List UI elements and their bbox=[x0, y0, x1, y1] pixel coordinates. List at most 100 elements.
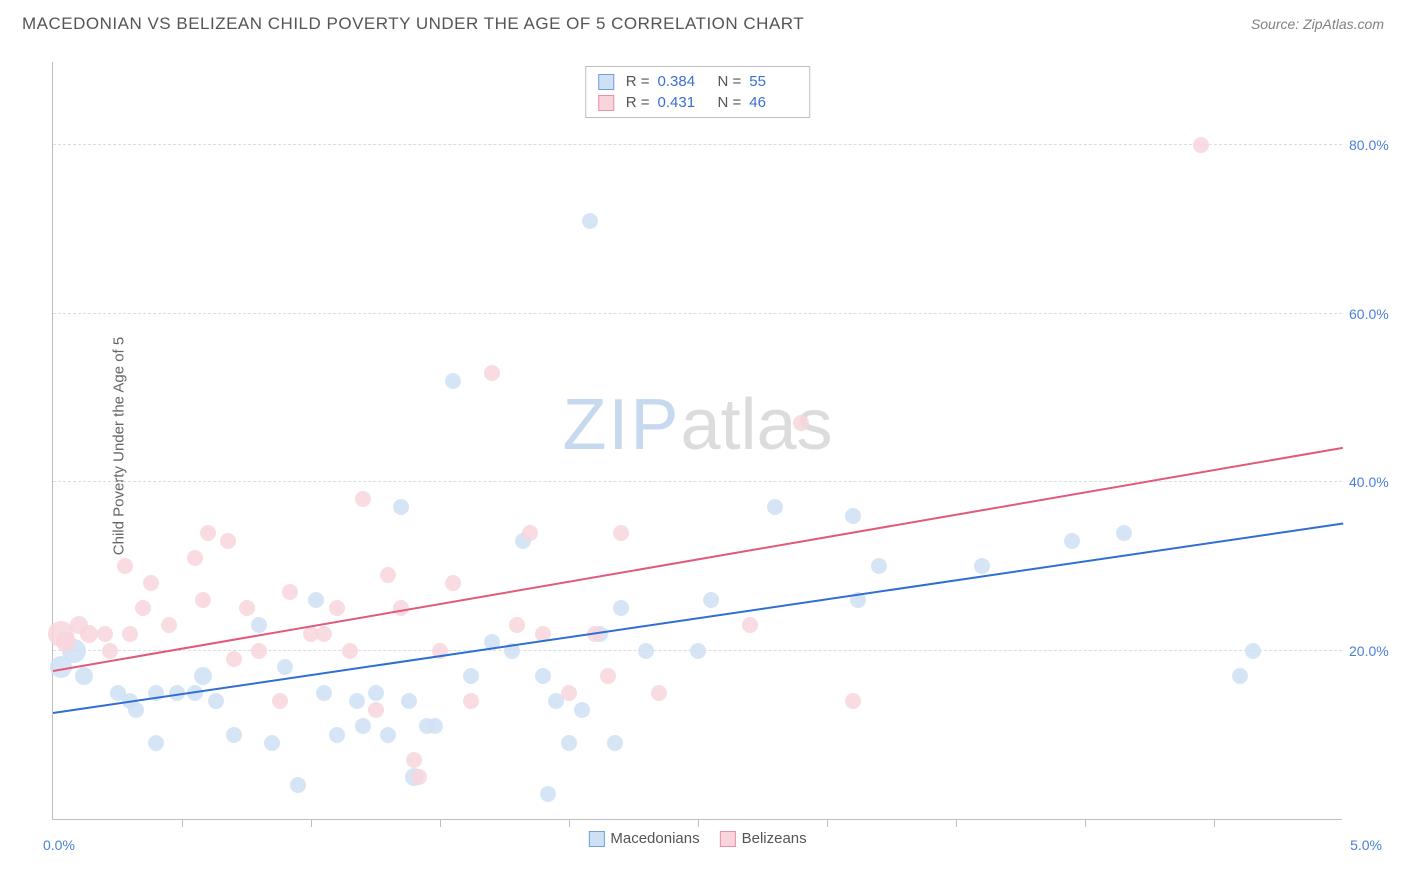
y-tick-label: 80.0% bbox=[1349, 137, 1404, 153]
scatter-point bbox=[380, 567, 396, 583]
scatter-point bbox=[522, 525, 538, 541]
scatter-point bbox=[148, 735, 164, 751]
legend-swatch-a bbox=[588, 831, 604, 847]
scatter-point bbox=[308, 592, 324, 608]
scatter-point bbox=[122, 626, 138, 642]
source-prefix: Source: bbox=[1251, 16, 1303, 32]
source-link[interactable]: ZipAtlas.com bbox=[1303, 16, 1384, 32]
scatter-point bbox=[1116, 525, 1132, 541]
scatter-point bbox=[445, 575, 461, 591]
scatter-point bbox=[97, 626, 113, 642]
x-tick bbox=[827, 819, 828, 827]
legend-label-a: Macedonians bbox=[610, 830, 699, 847]
scatter-point bbox=[75, 667, 93, 685]
correlation-legend: R = 0.384 N = 55 R = 0.431 N = 46 bbox=[585, 66, 811, 118]
scatter-point bbox=[411, 769, 427, 785]
legend-label-b: Belizeans bbox=[742, 830, 807, 847]
x-tick bbox=[311, 819, 312, 827]
scatter-point bbox=[445, 373, 461, 389]
scatter-point bbox=[871, 558, 887, 574]
watermark-atlas: atlas bbox=[680, 385, 832, 465]
n-value-b: 46 bbox=[749, 94, 797, 111]
scatter-point bbox=[342, 643, 358, 659]
x-tick bbox=[1085, 819, 1086, 827]
watermark-zip: ZIP bbox=[562, 385, 680, 465]
scatter-point bbox=[613, 525, 629, 541]
scatter-point bbox=[329, 600, 345, 616]
scatter-point bbox=[463, 668, 479, 684]
scatter-point bbox=[355, 491, 371, 507]
scatter-point bbox=[427, 718, 443, 734]
scatter-point bbox=[143, 575, 159, 591]
trend-line bbox=[53, 522, 1343, 713]
scatter-point bbox=[368, 685, 384, 701]
scatter-point bbox=[208, 693, 224, 709]
scatter-point bbox=[690, 643, 706, 659]
scatter-point bbox=[535, 668, 551, 684]
n-label: N = bbox=[714, 73, 742, 90]
r-label: R = bbox=[622, 73, 650, 90]
scatter-point bbox=[56, 632, 76, 652]
scatter-point bbox=[251, 617, 267, 633]
scatter-point bbox=[1193, 137, 1209, 153]
scatter-point bbox=[272, 693, 288, 709]
r-value-b: 0.431 bbox=[658, 94, 706, 111]
scatter-point bbox=[607, 735, 623, 751]
scatter-point bbox=[974, 558, 990, 574]
scatter-point bbox=[380, 727, 396, 743]
series-legend: Macedonians Belizeans bbox=[588, 830, 806, 847]
scatter-point bbox=[401, 693, 417, 709]
scatter-point bbox=[767, 499, 783, 515]
scatter-point bbox=[574, 702, 590, 718]
legend-item-b: Belizeans bbox=[720, 830, 807, 847]
scatter-point bbox=[80, 625, 98, 643]
r-value-a: 0.384 bbox=[658, 73, 706, 90]
scatter-point bbox=[117, 558, 133, 574]
y-tick-label: 40.0% bbox=[1349, 474, 1404, 490]
scatter-point bbox=[845, 693, 861, 709]
x-tick bbox=[1214, 819, 1215, 827]
scatter-point bbox=[509, 617, 525, 633]
scatter-point bbox=[220, 533, 236, 549]
scatter-point bbox=[463, 693, 479, 709]
scatter-point bbox=[406, 752, 422, 768]
chart-title: MACEDONIAN VS BELIZEAN CHILD POVERTY UND… bbox=[22, 14, 804, 34]
source-attribution: Source: ZipAtlas.com bbox=[1251, 16, 1384, 32]
scatter-point bbox=[613, 600, 629, 616]
scatter-point bbox=[540, 786, 556, 802]
scatter-point bbox=[194, 667, 212, 685]
gridline-horizontal bbox=[53, 144, 1342, 145]
x-tick bbox=[569, 819, 570, 827]
scatter-point bbox=[349, 693, 365, 709]
scatter-point bbox=[561, 685, 577, 701]
correlation-row-b: R = 0.431 N = 46 bbox=[598, 92, 798, 113]
x-tick bbox=[440, 819, 441, 827]
scatter-point bbox=[1232, 668, 1248, 684]
scatter-point bbox=[484, 365, 500, 381]
scatter-point bbox=[226, 727, 242, 743]
watermark: ZIPatlas bbox=[562, 384, 832, 466]
y-tick-label: 60.0% bbox=[1349, 306, 1404, 322]
x-tick bbox=[698, 819, 699, 827]
x-tick bbox=[956, 819, 957, 827]
series-swatch-a bbox=[598, 74, 614, 90]
scatter-point bbox=[600, 668, 616, 684]
r-label: R = bbox=[622, 94, 650, 111]
scatter-point bbox=[1064, 533, 1080, 549]
scatter-point bbox=[703, 592, 719, 608]
scatter-point bbox=[316, 685, 332, 701]
n-label: N = bbox=[714, 94, 742, 111]
legend-swatch-b bbox=[720, 831, 736, 847]
scatter-point bbox=[239, 600, 255, 616]
scatter-point bbox=[845, 508, 861, 524]
scatter-point bbox=[638, 643, 654, 659]
scatter-point bbox=[161, 617, 177, 633]
scatter-point bbox=[282, 584, 298, 600]
correlation-row-a: R = 0.384 N = 55 bbox=[598, 71, 798, 92]
scatter-point bbox=[368, 702, 384, 718]
series-swatch-b bbox=[598, 95, 614, 111]
scatter-point bbox=[582, 213, 598, 229]
scatter-point bbox=[277, 659, 293, 675]
scatter-point bbox=[329, 727, 345, 743]
scatter-point bbox=[316, 626, 332, 642]
